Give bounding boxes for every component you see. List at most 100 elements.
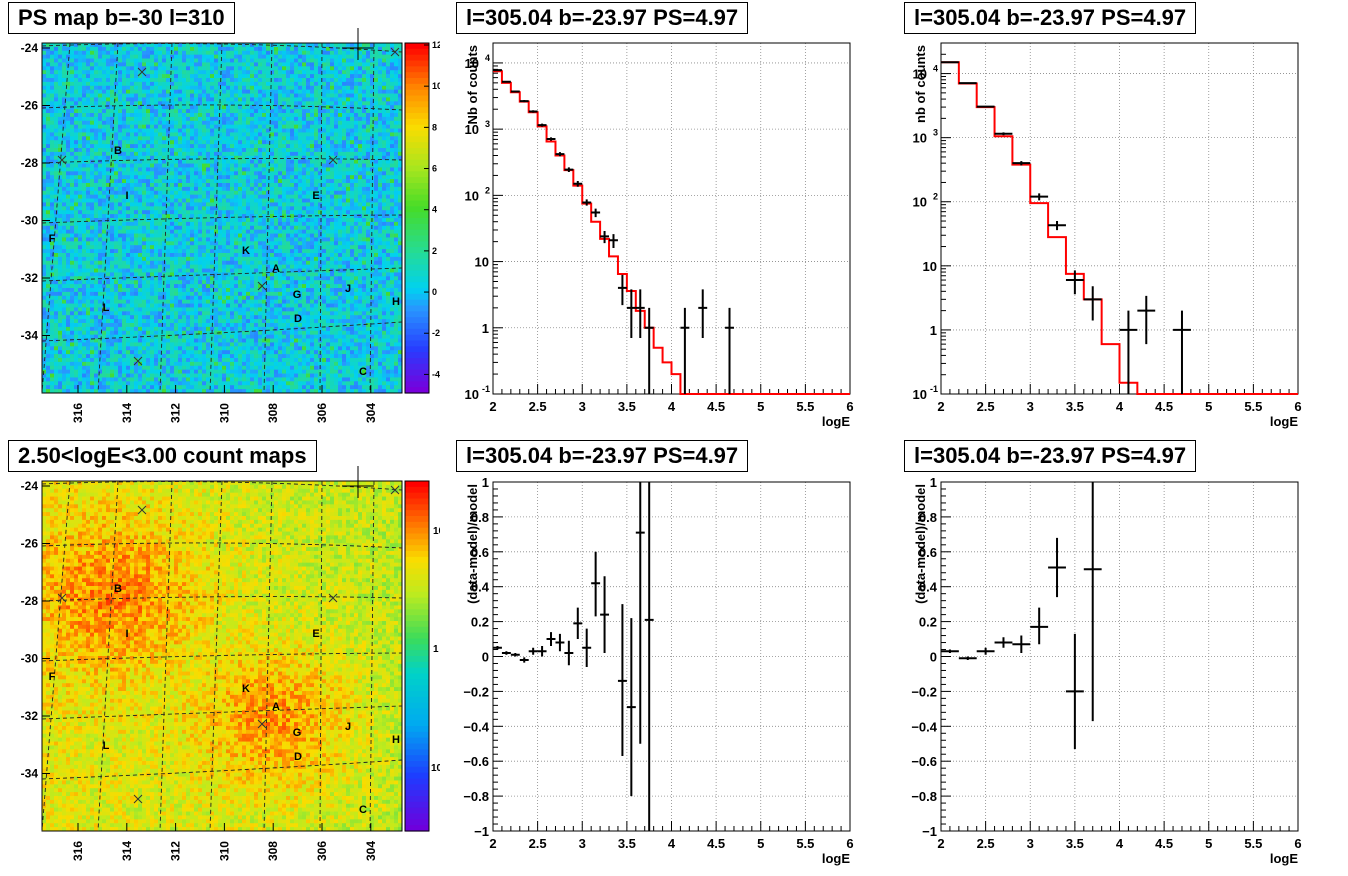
source-label: K [242, 683, 250, 695]
longitude-line [319, 42, 323, 394]
x-tick-label: 4 [668, 836, 676, 851]
colorbar-cell [405, 650, 429, 657]
y-tick-label: -24 [21, 41, 39, 55]
source-marker [390, 485, 400, 495]
colorbar-cell [405, 253, 429, 260]
source-label: I [125, 628, 128, 640]
colorbar-cell [405, 83, 429, 91]
source-label: H [392, 296, 400, 308]
x-tick-label: 6 [846, 836, 853, 851]
colorbar-cell [405, 819, 429, 826]
colorbar-cell [405, 516, 429, 523]
x-tick-label: 3 [579, 399, 586, 414]
colorbar-cell [405, 212, 429, 219]
longitude-line [97, 42, 119, 394]
colorbar-cell [405, 118, 429, 126]
colorbar-cell [405, 574, 429, 581]
data-point [1083, 482, 1102, 722]
y-tick-label: 10 [465, 122, 479, 137]
colorbar-cell [405, 270, 429, 277]
colorbar-cell [405, 720, 429, 727]
data-point [591, 551, 601, 617]
panel-title: l=305.04 b=-23.97 PS=4.97 [456, 2, 749, 34]
y-tick-label: 0.8 [471, 510, 489, 525]
colorbar-label: 8 [432, 122, 437, 132]
colorbar-cell [405, 148, 429, 155]
y-tick-label: -28 [21, 156, 39, 170]
colorbar-cell [405, 778, 429, 785]
data-point [564, 167, 574, 173]
colorbar-cell [405, 241, 429, 248]
source-marker [137, 67, 147, 77]
plot-grid [941, 482, 1298, 831]
source-label: C [359, 366, 367, 378]
y-tick-label: 10 [475, 255, 489, 270]
source-marker [57, 593, 67, 603]
longitude-line [41, 480, 71, 832]
x-tick-label: 3 [1027, 399, 1034, 414]
source-label: L [103, 302, 110, 314]
colorbar-cell [405, 183, 429, 190]
x-tick-label: 3.5 [1066, 836, 1084, 851]
colorbar-cell [405, 761, 429, 768]
colorbar-cell [405, 311, 429, 318]
colorbar-cell [405, 54, 429, 62]
data-point [635, 482, 645, 744]
source-label: C [359, 804, 367, 816]
y-tick-label: 0.6 [471, 545, 489, 560]
data-point [528, 110, 538, 113]
source-label: A [272, 263, 280, 275]
colorbar-cell [405, 556, 429, 564]
x-tick-label: 2.5 [977, 836, 995, 851]
source-label: B [114, 583, 122, 595]
source-label: D [294, 751, 302, 763]
longitude-line [369, 480, 375, 832]
colorbar-cell [405, 661, 429, 669]
map-pixels [42, 481, 403, 832]
point-source-marker [342, 28, 374, 60]
x-tick-label: 2.5 [977, 399, 995, 414]
colorbar-cell [405, 95, 429, 102]
colorbar-cell [405, 346, 429, 353]
y-tick-exponent: 2 [485, 185, 490, 195]
colorbar-cell [405, 328, 429, 336]
y-tick-label: 0.4 [471, 580, 490, 595]
x-tick-label: 304 [364, 403, 378, 423]
data-point [519, 657, 529, 663]
longitude-line [319, 480, 323, 832]
x-tick-label: 2 [489, 399, 496, 414]
x-tick-label: 312 [169, 841, 183, 861]
y-tick-label: −0.6 [463, 754, 489, 769]
colorbar-cell [405, 352, 429, 359]
colorbar-cell [405, 200, 429, 207]
colorbar-cell [405, 667, 429, 675]
colorbar-cell [405, 726, 429, 733]
colorbar-cell [405, 609, 429, 616]
source-label: G [293, 727, 302, 739]
data-point [501, 651, 511, 655]
colorbar-cell [405, 632, 429, 640]
colorbar-cell [405, 521, 429, 529]
y-tick-label: -26 [21, 99, 39, 113]
longitude-line [159, 42, 173, 394]
y-tick-label: 10 [913, 131, 927, 146]
colorbar-label: -2 [432, 328, 440, 338]
source-marker [390, 47, 400, 57]
x-tick-label: 2.5 [529, 836, 547, 851]
data-point [546, 137, 556, 141]
y-tick-exponent: -1 [930, 384, 938, 394]
colorbar-cell [405, 790, 429, 797]
y-tick-label: -26 [21, 537, 39, 551]
y-tick-label: -28 [21, 594, 39, 608]
colorbar [405, 43, 429, 394]
data-point [493, 69, 502, 72]
x-tick-label: 2 [489, 836, 496, 851]
colorbar-cell [405, 159, 429, 167]
colorbar-cell [405, 188, 429, 196]
colorbar-label: 10 [433, 526, 440, 537]
colorbar-cell [405, 510, 429, 517]
x-tick-label: 310 [217, 841, 231, 861]
data-point [573, 607, 583, 640]
y-tick-label: 0.6 [919, 545, 937, 560]
